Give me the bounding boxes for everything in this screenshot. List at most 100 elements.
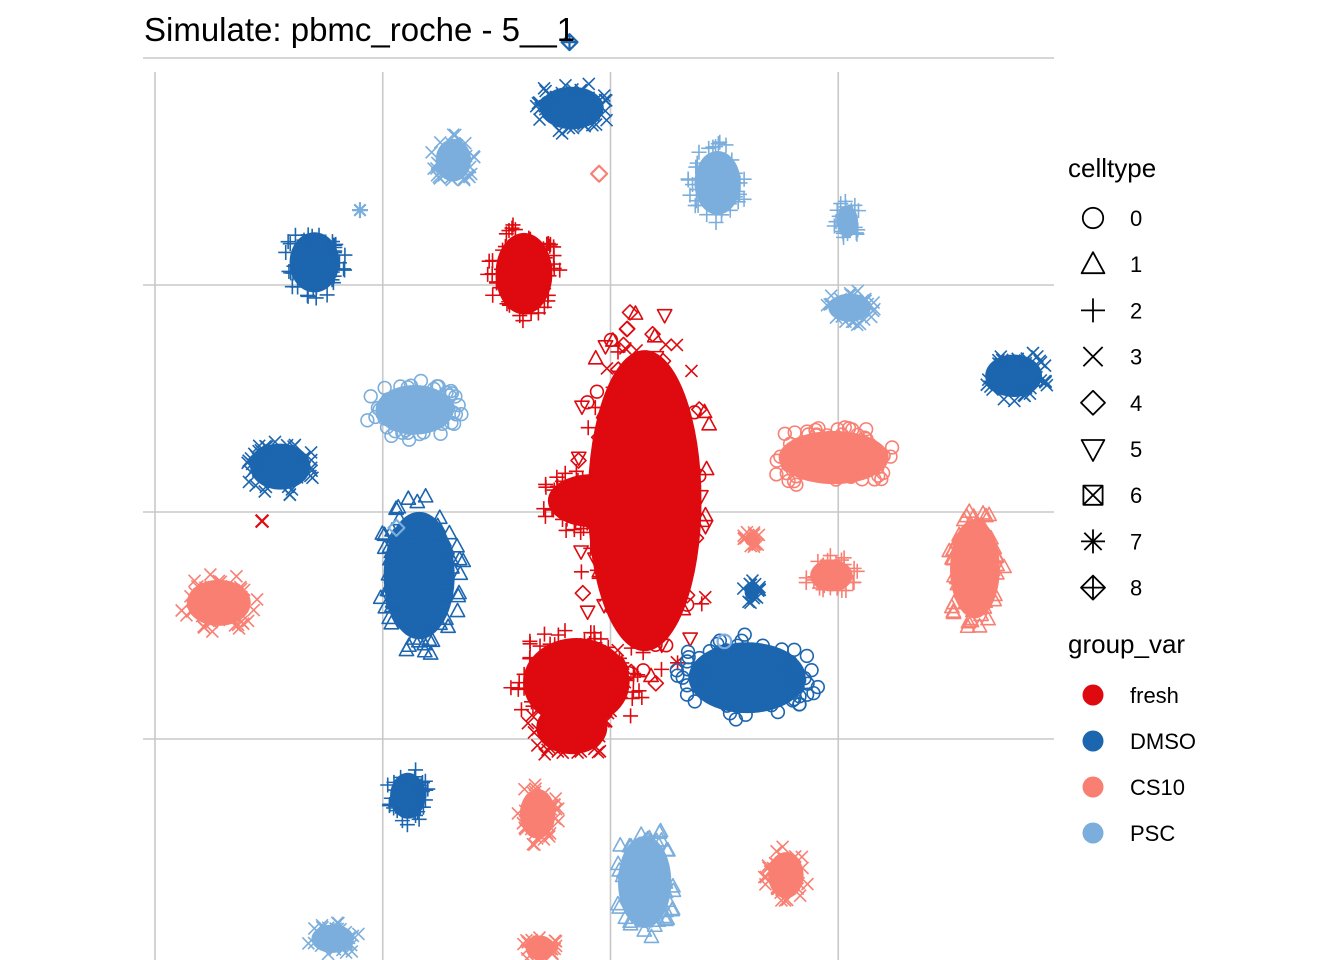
- legend: celltype 0 1 2 3 4 5 6 7 8 group_var fresh DMSO CS…: [1068, 153, 1196, 846]
- cluster-point: [531, 660, 547, 676]
- cluster-point: [600, 113, 614, 127]
- cluster-point: [429, 517, 446, 533]
- cluster-cs10-19: [516, 931, 563, 960]
- cluster-point: [622, 510, 638, 526]
- singleton-point-3: [387, 518, 406, 537]
- legend-shape-label-1: 1: [1130, 252, 1142, 277]
- cluster-point: [986, 586, 1003, 602]
- cluster-point: [540, 707, 554, 721]
- cluster-point: [455, 552, 472, 568]
- cluster-point: [659, 373, 673, 387]
- cluster-point: [532, 113, 547, 127]
- cluster-point: [665, 882, 682, 898]
- cluster-point: [591, 646, 607, 662]
- cluster-point: [573, 524, 589, 540]
- cluster-point: [988, 547, 1005, 562]
- cluster-point: [692, 468, 707, 484]
- cluster-point: [393, 379, 408, 394]
- cluster-point: [741, 595, 756, 609]
- cluster-point: [650, 849, 667, 864]
- cluster-point: [828, 556, 844, 572]
- cluster-point: [372, 589, 389, 605]
- cluster-point: [719, 643, 734, 658]
- cluster-point: [550, 478, 566, 494]
- cluster-point: [618, 320, 636, 338]
- cluster-point: [382, 796, 398, 812]
- cluster-point: [633, 359, 650, 374]
- cluster-point: [795, 861, 810, 875]
- cluster-point: [615, 518, 631, 534]
- cluster-point: [750, 591, 764, 605]
- cluster-point: [600, 361, 614, 376]
- cluster-point: [326, 268, 342, 284]
- cluster-point: [435, 416, 450, 431]
- cluster-point: [630, 906, 647, 922]
- legend-color-label-fresh: fresh: [1130, 683, 1179, 708]
- cluster-point: [544, 501, 560, 517]
- cluster-point: [555, 86, 569, 100]
- cluster-point: [626, 620, 642, 636]
- cluster-point: [792, 689, 807, 704]
- cluster-point: [692, 489, 709, 505]
- cluster-point: [573, 564, 589, 580]
- cluster-point: [1019, 356, 1033, 370]
- singleton-point-4: [716, 633, 733, 650]
- cluster-point: [522, 650, 538, 666]
- cluster-point: [573, 545, 589, 560]
- cluster-point: [290, 279, 306, 295]
- cluster-point: [718, 152, 734, 168]
- cluster-point: [549, 802, 563, 816]
- cluster-point: [554, 486, 570, 502]
- cluster-point: [450, 138, 464, 153]
- cluster-dmso-11: [980, 346, 1054, 408]
- cluster-core: [587, 350, 702, 652]
- cluster-point: [258, 484, 272, 499]
- cluster-point: [339, 937, 353, 951]
- cluster-point: [616, 502, 632, 518]
- cluster-point: [589, 384, 605, 399]
- cluster-point: [814, 432, 829, 447]
- cluster-point: [589, 118, 603, 132]
- cluster-point: [516, 666, 532, 682]
- shape-legend-items: 0 1 2 3 4 5 6 7 8: [1080, 206, 1142, 601]
- cluster-point: [546, 482, 562, 498]
- cluster-point: [795, 850, 809, 864]
- cluster-point: [956, 529, 973, 545]
- cluster-point: [526, 786, 541, 800]
- cluster-point: [980, 582, 997, 598]
- cluster-point: [1040, 378, 1054, 392]
- cluster-point: [648, 350, 665, 366]
- cluster-point: [399, 817, 415, 833]
- cluster-point: [701, 140, 717, 156]
- cluster-point: [329, 922, 343, 936]
- cluster-point: [871, 468, 886, 483]
- cluster-point: [203, 568, 217, 582]
- cluster-point: [977, 507, 994, 523]
- cluster-point: [592, 716, 606, 730]
- cluster-point: [991, 353, 1005, 367]
- cluster-point: [363, 389, 378, 404]
- cluster-point: [994, 350, 1008, 364]
- cluster-point: [722, 706, 738, 721]
- cluster-point: [493, 261, 509, 277]
- cluster-point: [941, 542, 958, 558]
- cluster-point: [639, 830, 656, 846]
- cluster-point: [610, 855, 627, 871]
- cluster-point: [651, 370, 668, 386]
- cluster-point: [610, 677, 626, 693]
- cluster-point: [599, 539, 616, 555]
- cluster-point: [535, 952, 549, 960]
- cluster-point: [414, 775, 430, 791]
- cluster-point: [604, 704, 618, 718]
- cluster-point: [695, 165, 711, 181]
- cluster-point: [627, 305, 644, 320]
- cluster-point: [485, 287, 501, 303]
- cluster-point: [452, 565, 469, 581]
- cluster-point: [458, 136, 472, 150]
- cluster-point: [511, 675, 527, 691]
- cluster-point: [846, 574, 862, 590]
- cluster-core: [495, 232, 553, 315]
- legend-shape-label-2: 2: [1130, 298, 1142, 323]
- cluster-point: [681, 431, 698, 447]
- cluster-point: [444, 415, 459, 431]
